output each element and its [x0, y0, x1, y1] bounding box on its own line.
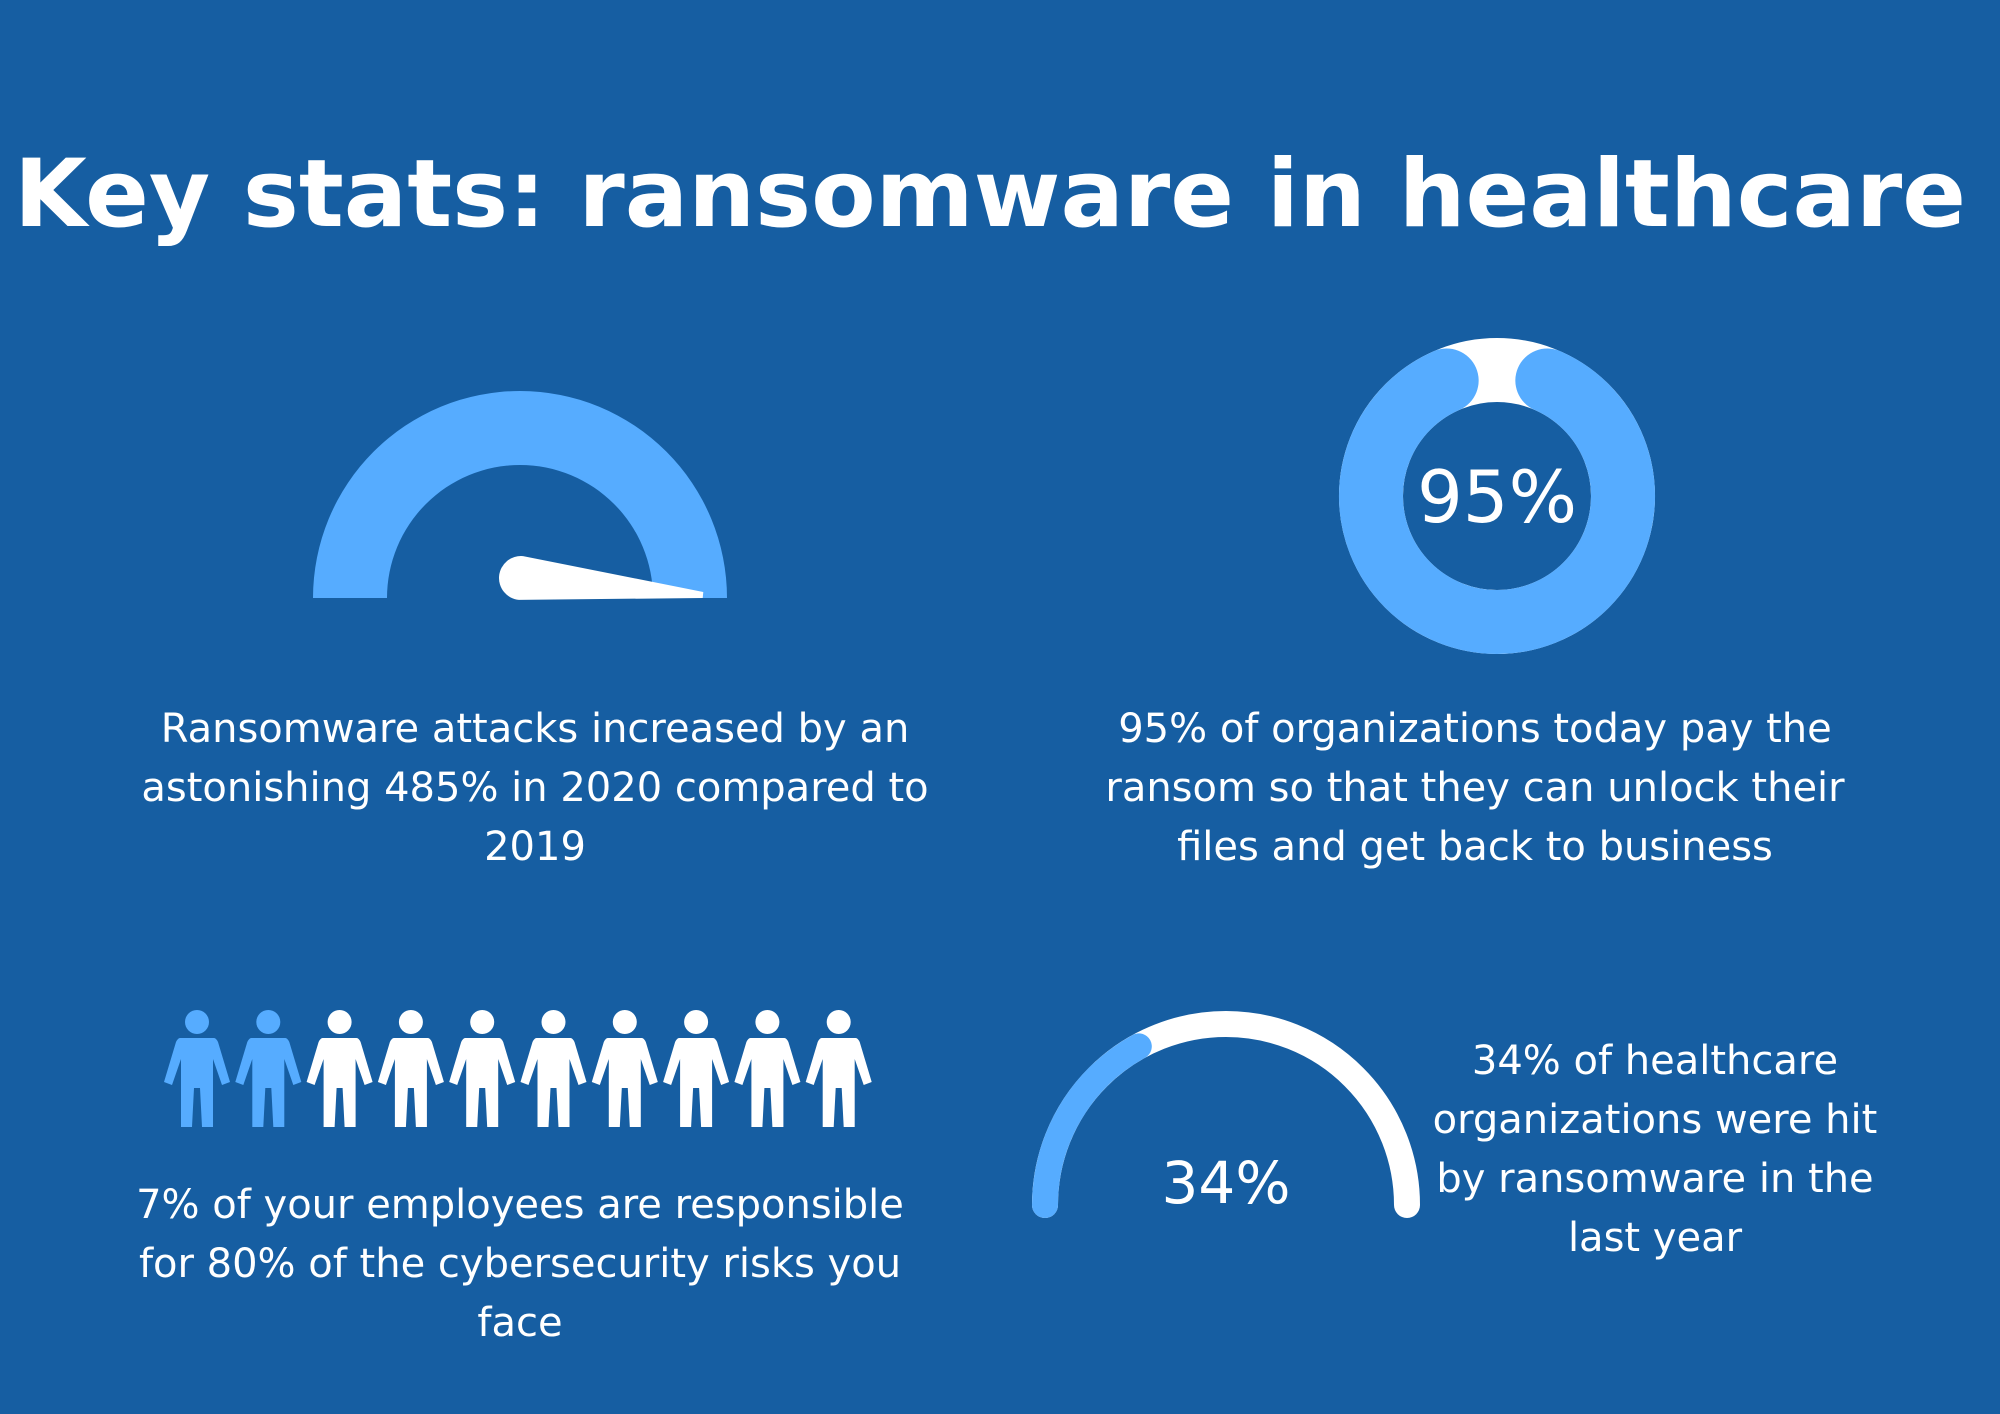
- person-icon: [449, 1010, 516, 1127]
- arc-gauge-caption: 34% of healthcare organizations were hit…: [1432, 1038, 1878, 1261]
- people-pictogram: [164, 1010, 872, 1127]
- gauge-needle: [498, 556, 704, 600]
- donut-value-arc: [1339, 348, 1655, 654]
- person-icon: [734, 1010, 801, 1127]
- arc-gauge-value-label: 34%: [1162, 1149, 1291, 1217]
- person-icon: [805, 1010, 872, 1127]
- donut-value-label: 95%: [1417, 455, 1577, 539]
- person-icon: [235, 1010, 302, 1127]
- pictogram-caption: 7% of your employees are responsible for…: [136, 1182, 904, 1346]
- donut-caption: 95% of organizations today pay the ranso…: [1105, 706, 1845, 870]
- person-icon: [591, 1010, 658, 1127]
- arc-gauge-value: [1032, 1033, 1152, 1218]
- gauge-arc: [313, 391, 727, 598]
- gauge-caption: Ransomware attacks increased by an aston…: [141, 706, 929, 870]
- page-title: Key stats: ransomware in healthcare: [13, 140, 1967, 249]
- gauge-chart: [313, 391, 727, 600]
- person-icon: [164, 1010, 230, 1127]
- arc-gauge-chart: 34%: [1032, 1011, 1420, 1218]
- person-icon: [663, 1010, 730, 1127]
- person-icon: [520, 1010, 587, 1127]
- person-icon: [377, 1010, 444, 1127]
- donut-chart: 95%: [1339, 338, 1655, 654]
- person-icon: [306, 1010, 373, 1127]
